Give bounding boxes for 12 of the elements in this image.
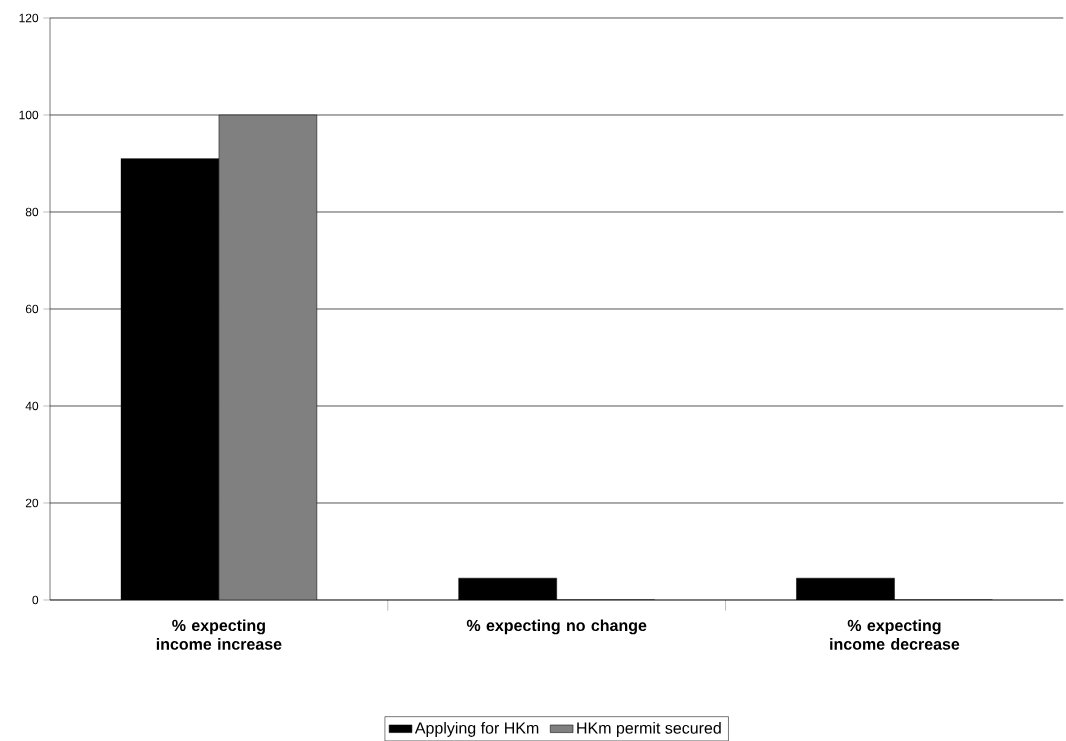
y-tick-label: 40 bbox=[25, 401, 39, 411]
x-tick-label: % expecting income decrease bbox=[830, 619, 960, 650]
y-tick-label: 100 bbox=[19, 110, 39, 120]
y-tick-label: 120 bbox=[19, 13, 39, 23]
y-tick-label: 20 bbox=[25, 498, 39, 508]
y-tick-label: 80 bbox=[25, 207, 39, 217]
y-tick-label: 0 bbox=[32, 595, 39, 605]
legend-label: Applying for HKm bbox=[414, 721, 539, 737]
x-tick-label: % expecting no change bbox=[466, 619, 647, 635]
legend-label: HKm permit secured bbox=[577, 721, 721, 737]
y-tick-label: 60 bbox=[25, 304, 39, 314]
x-tick-label: % expecting income increase bbox=[156, 619, 282, 650]
